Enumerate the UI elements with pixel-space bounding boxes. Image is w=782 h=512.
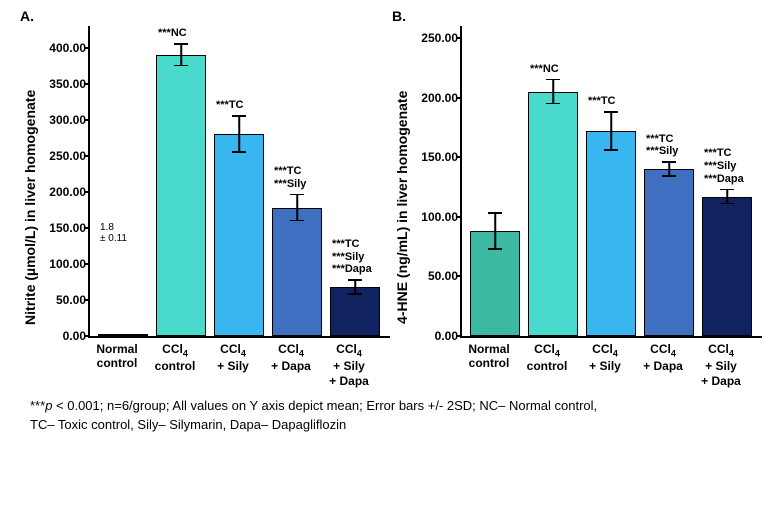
panel-b: B. 4-HNE (ng/mL) in liver homogenate 0.0…: [392, 8, 762, 388]
small-annotation: 1.8± 0.11: [100, 222, 127, 244]
panel-a-chart-wrap: Nitrite (µmol/L) in liver homogenate 0.0…: [20, 26, 390, 388]
bar-annotation: ***NC: [530, 63, 559, 76]
error-cap: [232, 151, 246, 153]
ytick: [456, 97, 462, 99]
error-cap: [290, 194, 304, 196]
bar: [644, 169, 694, 336]
panel-a: A. Nitrite (µmol/L) in liver homogenate …: [20, 8, 390, 388]
ytick: [456, 335, 462, 337]
ytick: [84, 47, 90, 49]
error-bar: [494, 213, 496, 249]
xlabel: CCl4+ Sily+ Dapa: [320, 342, 378, 388]
error-cap: [232, 115, 246, 117]
figure: A. Nitrite (µmol/L) in liver homogenate …: [0, 0, 782, 435]
bar-annotation: ***TC***Sily: [274, 165, 306, 190]
error-bar: [726, 189, 728, 203]
error-cap: [290, 220, 304, 222]
bar-annotation: ***TC***Sily: [646, 133, 678, 158]
error-cap: [720, 203, 734, 205]
error-cap: [546, 103, 560, 105]
panel-b-xlabels: NormalcontrolCCl4controlCCl4+ SilyCCl4+ …: [460, 342, 760, 388]
xlabel: Normalcontrol: [460, 342, 518, 388]
ytick: [84, 299, 90, 301]
panel-b-chart-wrap: 4-HNE (ng/mL) in liver homogenate 0.0050…: [392, 26, 762, 388]
xlabel: CCl4+ Sily: [576, 342, 634, 388]
caption: ***p < 0.001; n=6/group; All values on Y…: [0, 388, 782, 435]
error-bar: [552, 80, 554, 104]
bar: [702, 197, 752, 337]
caption-line2: TC– Toxic control, Sily– Silymarin, Dapa…: [30, 417, 346, 432]
panel-b-label: B.: [392, 8, 762, 24]
xlabel: CCl4+ Dapa: [262, 342, 320, 388]
ytick: [84, 263, 90, 265]
caption-stars: ***: [30, 398, 45, 413]
ytick: [84, 119, 90, 121]
error-cap: [488, 248, 502, 250]
ytick: [84, 227, 90, 229]
error-bar: [354, 280, 356, 294]
ytick: [456, 216, 462, 218]
xlabel: CCl4+ Sily: [204, 342, 262, 388]
panel-a-label: A.: [20, 8, 390, 24]
ytick: [84, 191, 90, 193]
bar-annotation: ***TC***Sily***Dapa: [704, 147, 744, 185]
bar: [156, 55, 206, 336]
xlabel: CCl4control: [146, 342, 204, 388]
error-bar: [180, 44, 182, 66]
error-bar: [668, 162, 670, 176]
error-cap: [546, 79, 560, 81]
bar: [528, 92, 578, 336]
panel-a-ylabel: Nitrite (µmol/L) in liver homogenate: [20, 26, 40, 388]
panels-row: A. Nitrite (µmol/L) in liver homogenate …: [0, 0, 782, 388]
error-cap: [720, 189, 734, 191]
ytick: [456, 156, 462, 158]
bar: [98, 334, 148, 336]
bar-annotation: ***TC: [588, 95, 616, 108]
error-bar: [610, 112, 612, 150]
error-bar: [296, 195, 298, 221]
panel-b-plot: 0.0050.00100.00150.00200.00250.00***NC**…: [460, 26, 762, 338]
error-cap: [604, 149, 618, 151]
panel-b-ylabel: 4-HNE (ng/mL) in liver homogenate: [392, 26, 412, 388]
bar: [214, 134, 264, 336]
xlabel: CCl4+ Sily+ Dapa: [692, 342, 750, 388]
bar-annotation: ***TC: [216, 99, 244, 112]
error-bar: [238, 116, 240, 152]
panel-a-axis-area: 0.0050.00100.00150.00200.00250.00300.003…: [40, 26, 390, 388]
error-cap: [662, 175, 676, 177]
bar: [586, 131, 636, 336]
ytick: [456, 37, 462, 39]
bar-annotation: ***TC***Sily***Dapa: [332, 238, 372, 276]
error-cap: [174, 65, 188, 67]
error-cap: [604, 111, 618, 113]
error-cap: [348, 293, 362, 295]
ytick: [84, 335, 90, 337]
xlabel: CCl4control: [518, 342, 576, 388]
error-cap: [488, 212, 502, 214]
ytick: [84, 83, 90, 85]
xlabel: Normalcontrol: [88, 342, 146, 388]
error-cap: [662, 161, 676, 163]
error-cap: [348, 279, 362, 281]
panel-a-plot: 0.0050.00100.00150.00200.00250.00300.003…: [88, 26, 390, 338]
panel-b-axis-area: 0.0050.00100.00150.00200.00250.00***NC**…: [412, 26, 762, 388]
bar: [272, 208, 322, 336]
error-cap: [174, 43, 188, 45]
ytick: [456, 275, 462, 277]
caption-rest1: < 0.001; n=6/group; All values on Y axis…: [52, 398, 597, 413]
panel-a-xlabels: NormalcontrolCCl4controlCCl4+ SilyCCl4+ …: [88, 342, 388, 388]
ytick: [84, 155, 90, 157]
bar-annotation: ***NC: [158, 27, 187, 40]
xlabel: CCl4+ Dapa: [634, 342, 692, 388]
